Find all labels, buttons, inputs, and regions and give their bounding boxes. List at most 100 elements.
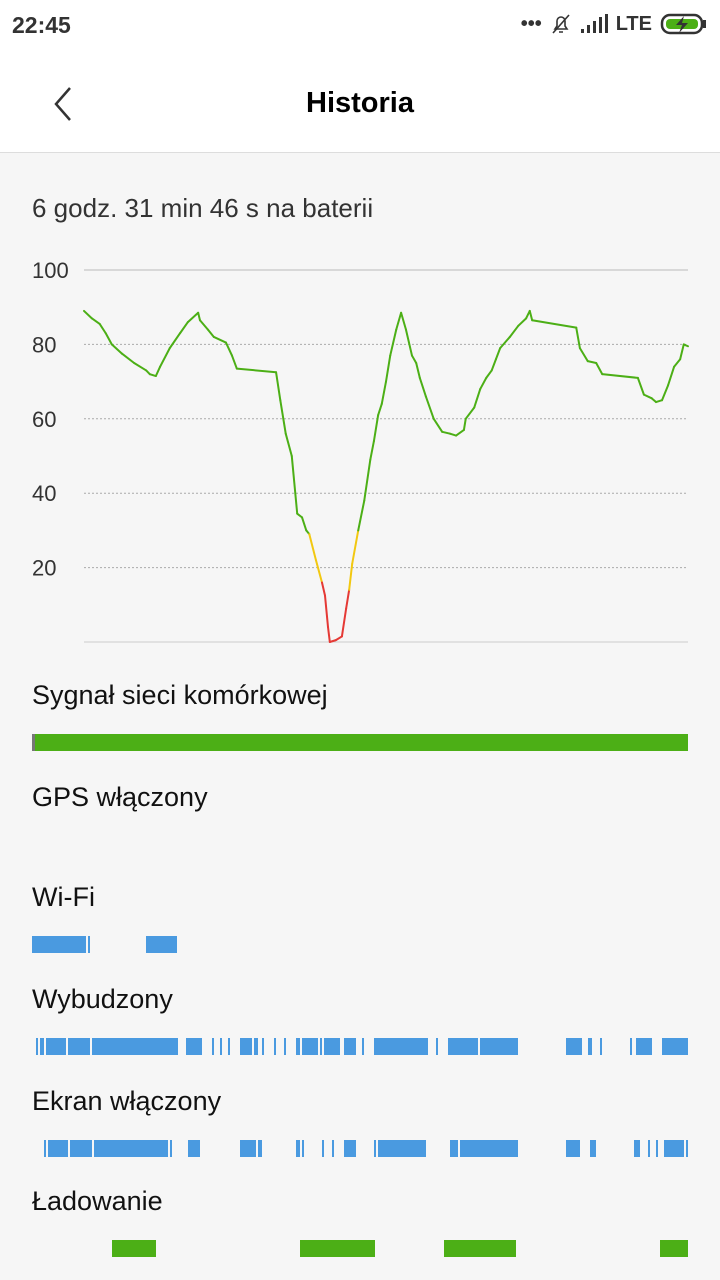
battery-line-segment <box>395 311 403 331</box>
activity-segment <box>39 1038 44 1055</box>
battery-line-segment <box>578 347 589 363</box>
y-tick-label: 60 <box>32 407 56 432</box>
battery-line-segment <box>348 562 354 591</box>
battery-line-segment <box>186 311 200 324</box>
page-title: Historia <box>306 87 414 119</box>
clock: 22:45 <box>12 12 71 38</box>
activity-segment <box>70 1140 92 1157</box>
status-bar: 22:45 ••• LTE <box>0 0 720 54</box>
activity-segment <box>146 936 177 953</box>
activity-segment <box>600 1038 603 1055</box>
battery-line-segment <box>230 354 238 370</box>
battery-line-segment <box>90 317 101 325</box>
battery-line-segment <box>351 529 360 565</box>
activity-segment <box>565 1140 580 1157</box>
battery-chart: 100 80 60 40 20 <box>32 258 689 643</box>
signal-icon <box>580 14 608 33</box>
activity-segment <box>283 1038 286 1055</box>
row-label: GPS włączony <box>32 782 208 812</box>
battery-line-segment <box>284 432 293 457</box>
activity-segment <box>321 1140 324 1157</box>
row-label: Ekran włączony <box>32 1086 222 1116</box>
activity-track <box>32 1140 688 1157</box>
battery-line-segment <box>224 341 233 357</box>
battery-line-segment <box>636 376 645 396</box>
battery-line-segment <box>363 458 372 502</box>
battery-line-segment <box>517 317 528 327</box>
battery-line-segment <box>104 332 113 346</box>
battery-line-segment <box>301 516 308 532</box>
battery-line-segment <box>654 399 664 404</box>
battery-line-segment <box>308 533 317 562</box>
activity-segment <box>344 1038 357 1055</box>
activity-segment <box>302 1038 318 1055</box>
battery-line-segment <box>148 373 157 378</box>
battery-line-segment <box>83 309 93 320</box>
battery-line-segment <box>410 354 418 364</box>
battery-line-segment <box>415 362 421 379</box>
activity-segment <box>35 734 688 751</box>
battery-line-segment <box>679 343 685 361</box>
battery-line-segment <box>418 376 427 398</box>
battery-line-segment <box>279 399 287 435</box>
battery-charging-icon <box>660 13 706 35</box>
activity-segment <box>274 1038 277 1055</box>
activity-segment <box>565 1038 582 1055</box>
battery-line-segment <box>206 328 215 338</box>
activity-segment <box>319 1038 322 1055</box>
activity-segment <box>659 1240 688 1257</box>
battery-line-segment <box>334 635 343 642</box>
y-tick-label: 20 <box>32 556 56 581</box>
battery-line-segment <box>508 324 520 338</box>
battery-line-segment <box>385 354 392 383</box>
activity-segment <box>459 1140 519 1157</box>
battery-line-segment <box>682 343 689 348</box>
activity-segment <box>344 1140 357 1157</box>
battery-line-segment <box>314 559 323 584</box>
activity-segment <box>91 1038 179 1055</box>
battery-line-segment <box>424 395 435 420</box>
activity-segment <box>588 1038 593 1055</box>
activity-segment <box>661 1038 688 1055</box>
battery-line-segment <box>212 335 227 344</box>
activity-segment <box>443 1240 517 1257</box>
activity-segment <box>186 1038 202 1055</box>
activity-segment <box>47 1140 69 1157</box>
activity-segment <box>647 1140 650 1157</box>
activity-segment <box>636 1038 652 1055</box>
activity-segment <box>361 1038 364 1055</box>
activity-segment <box>253 1038 259 1055</box>
activity-segment <box>373 1140 376 1157</box>
row-label: Ładowanie <box>32 1186 163 1216</box>
activity-segment <box>258 1140 263 1157</box>
battery-line-segment <box>159 347 171 368</box>
activity-segment <box>590 1140 597 1157</box>
activity-segment <box>239 1038 252 1055</box>
row-label: Wi-Fi <box>32 882 95 912</box>
battery-line-segment <box>323 594 330 629</box>
battery-line-segment <box>601 373 639 379</box>
activity-segment <box>373 1038 429 1055</box>
battery-line-segment <box>154 365 162 378</box>
activity-segment <box>220 1038 223 1055</box>
battery-line-segment <box>197 311 201 322</box>
activity-segment <box>68 1038 90 1055</box>
y-tick-label: 40 <box>32 481 56 506</box>
chevron-left-icon[interactable] <box>44 82 84 126</box>
battery-line-segment <box>473 388 482 409</box>
row-label: Sygnał sieci komórkowej <box>32 680 328 710</box>
activity-segment <box>300 1240 376 1257</box>
activity-segment <box>169 1140 172 1157</box>
battery-line-segment <box>389 328 398 357</box>
activity-track <box>32 734 688 751</box>
activity-segment <box>663 1140 685 1157</box>
battery-line-segment <box>499 335 511 350</box>
battery-line-segment <box>357 499 366 532</box>
row-label: Wybudzony <box>32 984 173 1014</box>
battery-line-segment <box>121 352 136 364</box>
activity-segment <box>323 1038 341 1055</box>
activity-segment <box>87 936 90 953</box>
battery-line-segment <box>441 430 452 435</box>
activity-segment <box>447 1038 479 1055</box>
battery-line-segment <box>661 384 670 402</box>
